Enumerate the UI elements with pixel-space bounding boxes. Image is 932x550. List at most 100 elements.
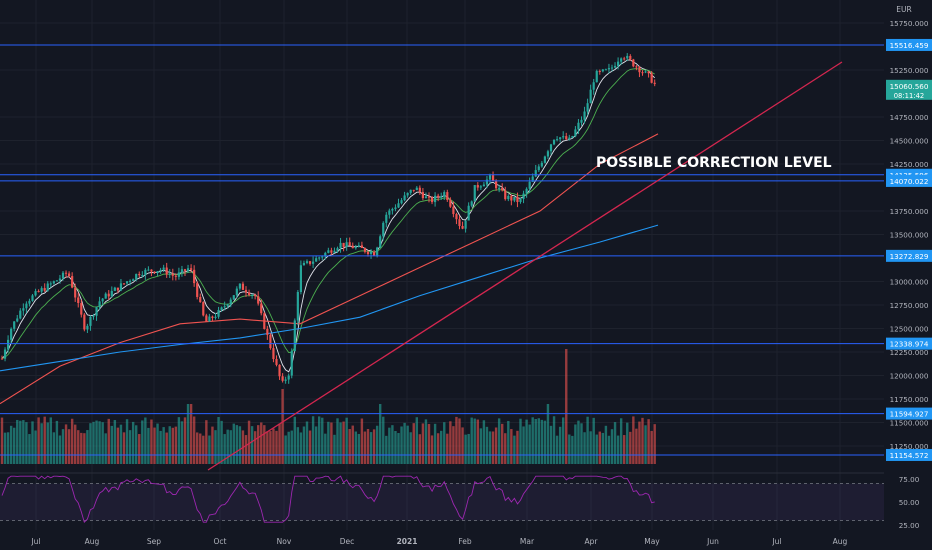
time-label: Nov (277, 537, 292, 546)
volume-bar (162, 427, 165, 464)
candle-body (357, 245, 360, 247)
volume-bar (397, 433, 400, 464)
volume-bar (623, 435, 626, 464)
volume-bar (70, 418, 74, 464)
candle-body (257, 296, 260, 304)
volume-bar (232, 423, 235, 464)
price-tick: 11250.000 (890, 442, 929, 451)
candle-body (534, 170, 537, 177)
candle-body (318, 257, 321, 259)
volume-bar (565, 349, 568, 464)
volume-bar (577, 420, 580, 464)
candle-body (110, 290, 113, 297)
volume-bar (632, 416, 635, 464)
candle-body (592, 82, 595, 90)
volume-bar (494, 427, 498, 464)
candle-body (388, 210, 391, 215)
candle-body (132, 279, 135, 281)
time-label: Mar (520, 537, 535, 546)
price-tick: 15750.000 (890, 19, 929, 28)
candle-body (644, 71, 647, 73)
time-axis[interactable]: Jul Aug Sep Oct Nov Dec 2021 Feb Mar Apr May Jun Jul… (0, 531, 932, 550)
volume-bar (25, 422, 28, 464)
candle-body (208, 316, 211, 322)
candle-body (394, 207, 397, 209)
volume-bar (284, 435, 287, 464)
price-axis-labels: 15516.45914135.59614070.02213272.8291233… (886, 19, 932, 530)
volume-bar (415, 417, 418, 464)
candle-body (519, 198, 522, 203)
volume-bar (80, 432, 83, 464)
support-trendline[interactable] (207, 61, 843, 471)
candle-body (284, 379, 287, 381)
candle-body (315, 258, 318, 262)
candle-body (275, 359, 278, 365)
volume-bar (641, 417, 644, 464)
price-candles[interactable] (0, 53, 656, 384)
volume-bar (382, 416, 385, 464)
candle-body (162, 267, 165, 270)
candle-body (171, 273, 174, 276)
candle-body (412, 189, 415, 191)
candle-body (55, 280, 58, 282)
candle-body (470, 201, 473, 206)
volume-bar (522, 426, 525, 464)
volume-bar (449, 421, 452, 464)
volume-bars (0, 349, 656, 464)
candle-body (217, 309, 220, 317)
candle-body (122, 283, 126, 285)
volume-bar (501, 423, 504, 464)
candle-body (348, 242, 351, 246)
correction-annotation[interactable]: POSSIBLE CORRECTION LEVEL (596, 155, 832, 171)
candle-body (180, 269, 184, 273)
volume-bar (604, 425, 608, 464)
candle-body (211, 316, 214, 318)
volume-bar (156, 423, 159, 464)
candle-body (101, 298, 104, 302)
price-tick: 14500.000 (890, 137, 929, 146)
volume-bar (607, 435, 611, 464)
candle-body (379, 236, 382, 248)
candle-body (125, 281, 129, 284)
volume-bar (308, 430, 312, 464)
candle-body (16, 318, 19, 322)
candle-body (455, 214, 458, 220)
volume-bar (226, 429, 229, 464)
candle-body (86, 325, 89, 330)
volume-bar (327, 421, 330, 464)
candle-body (89, 316, 92, 326)
volume-bar (626, 422, 629, 464)
candle-body (263, 313, 266, 329)
volume-bar (278, 423, 281, 464)
volume-bar (125, 419, 129, 464)
time-label: Dec (340, 537, 355, 546)
price-tick: 11500.000 (890, 419, 929, 428)
candle-body (385, 214, 388, 223)
candle-body (159, 269, 162, 272)
candle-body (568, 137, 571, 140)
volume-bar (281, 389, 284, 464)
candle-body (272, 348, 275, 360)
volume-bar (104, 433, 107, 464)
candle-body (293, 320, 296, 352)
candle-body (647, 71, 650, 74)
volume-bar (360, 418, 364, 464)
candle-body (464, 220, 467, 229)
candle-body (49, 283, 52, 285)
candle-body (98, 301, 101, 308)
candle-body (598, 70, 601, 72)
volume-bar (13, 427, 16, 464)
volume-bar (3, 432, 7, 464)
level-label: 15516.459 (890, 41, 929, 50)
volume-bar (183, 417, 187, 464)
horizontal-levels[interactable] (0, 44, 884, 456)
level-label: 13272.829 (890, 252, 929, 261)
volume-bar (372, 429, 376, 464)
candle-body (64, 272, 68, 274)
volume-bar (394, 431, 397, 464)
volume-bar (540, 419, 544, 464)
candle-body (7, 339, 10, 350)
candle-body (482, 184, 485, 187)
candle-body (141, 275, 144, 277)
